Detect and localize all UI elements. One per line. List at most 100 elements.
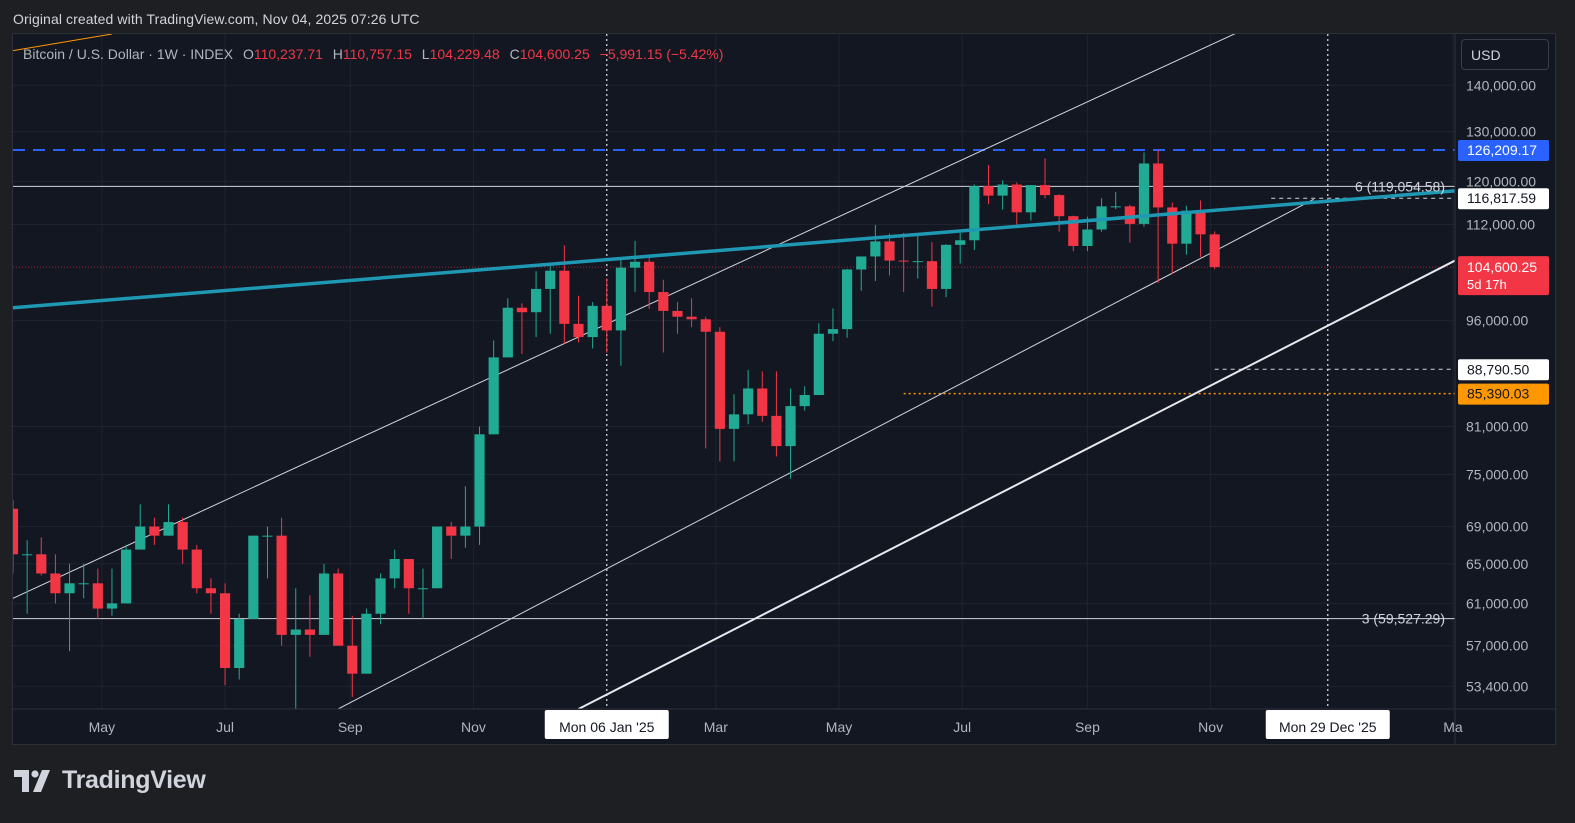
candle-body — [1153, 163, 1164, 208]
candle-body — [1195, 210, 1206, 235]
candle-body — [940, 244, 952, 289]
candle-body — [1039, 185, 1051, 196]
candle — [446, 522, 457, 560]
candle-body — [1054, 195, 1065, 217]
candle — [205, 578, 217, 614]
candle — [502, 298, 513, 358]
candle-body — [912, 261, 923, 263]
candle — [842, 268, 853, 338]
price-tick-label: 120,000.00 — [1466, 173, 1536, 189]
candle-body — [672, 310, 683, 317]
plot-area — [13, 34, 1455, 709]
candle-body — [502, 307, 513, 358]
date-marker-badge: Mon 29 Dec '25 — [1279, 719, 1377, 735]
candle — [757, 371, 768, 422]
candle-body — [856, 256, 867, 270]
candle-body — [121, 549, 132, 604]
grid — [13, 34, 1455, 709]
candle-body — [460, 526, 471, 536]
candle — [375, 573, 386, 625]
candle — [658, 279, 669, 353]
time-tick-label: May — [826, 719, 852, 735]
close-label: C — [509, 46, 520, 62]
currency-selector[interactable]: USD — [1461, 39, 1549, 70]
tradingview-logo[interactable]: TradingView — [14, 766, 206, 795]
high-label: H — [332, 46, 343, 62]
price-badge-blue-bg — [1458, 139, 1549, 161]
candle — [13, 500, 19, 574]
candle-body — [1209, 234, 1220, 268]
change-value: −5,991.15 (−5.42%) — [599, 46, 724, 62]
price-tick-label: 53,400.00 — [1466, 678, 1528, 694]
current-price-badge-bg — [1458, 256, 1549, 296]
candle — [1195, 200, 1206, 258]
level-label: 6 (119,054.58) — [1355, 178, 1445, 194]
candle — [601, 278, 612, 353]
candle-body — [318, 573, 330, 635]
candle-body — [177, 522, 188, 550]
candle-body — [1167, 207, 1178, 244]
candle-body — [290, 629, 301, 635]
candle — [276, 517, 287, 646]
candle — [1096, 198, 1107, 232]
price-tick-label: 96,000.00 — [1466, 313, 1528, 329]
candle — [983, 165, 994, 205]
price-badge-white-bg — [1458, 359, 1549, 381]
candle — [92, 568, 103, 619]
candle — [488, 340, 499, 435]
candle — [700, 316, 711, 449]
candle — [22, 540, 33, 614]
candle-body — [559, 270, 570, 324]
candle-body — [757, 388, 768, 416]
candle-body — [530, 288, 542, 313]
candle-body — [1025, 185, 1036, 213]
candle-body — [926, 261, 938, 289]
candle — [50, 554, 61, 604]
symbol-legend[interactable]: Bitcoin / U.S. Dollar · 1W · INDEX O110,… — [23, 46, 723, 62]
candle-body — [361, 613, 372, 674]
candle — [149, 517, 160, 545]
candle-body — [64, 583, 75, 594]
trend-line-cyan — [13, 189, 1455, 310]
candle — [644, 255, 655, 310]
candle — [1054, 194, 1065, 232]
candle — [587, 302, 598, 349]
candle — [460, 486, 471, 548]
date-marker-badge-bg — [1265, 710, 1390, 739]
candle — [177, 517, 188, 564]
candle — [64, 563, 75, 652]
orange-trend-line — [13, 34, 113, 52]
candle — [884, 233, 895, 276]
candle-body — [22, 554, 33, 556]
candle-body — [262, 535, 273, 537]
price-tick-label: 57,000.00 — [1466, 638, 1528, 654]
candle — [417, 568, 429, 619]
candle — [997, 180, 1008, 210]
candle-body — [163, 522, 174, 536]
time-tick-label: Nov — [461, 719, 486, 735]
candle-body — [446, 526, 457, 536]
candle-body — [700, 319, 711, 332]
candle — [969, 184, 980, 251]
price-badge-white-bg — [1458, 188, 1549, 210]
candle — [898, 232, 909, 293]
candle — [545, 264, 556, 334]
time-tick-label: Jul — [216, 719, 234, 735]
candle — [318, 563, 330, 635]
current-price-badge: 104,600.25 — [1467, 259, 1537, 275]
high-value: 110,757.15 — [342, 46, 412, 62]
candle-body — [205, 588, 217, 594]
price-badge-white: 88,790.50 — [1467, 361, 1529, 377]
candle-body — [276, 535, 287, 635]
candle-body — [644, 261, 655, 293]
candle — [912, 233, 923, 279]
candle-body — [234, 618, 245, 668]
candle — [234, 613, 245, 680]
candle-body — [248, 535, 259, 619]
date-marker-badge-bg — [544, 710, 669, 739]
candle-body — [601, 305, 612, 331]
candle-body — [50, 573, 61, 594]
candle-body — [658, 292, 669, 311]
candle-body — [714, 331, 725, 429]
